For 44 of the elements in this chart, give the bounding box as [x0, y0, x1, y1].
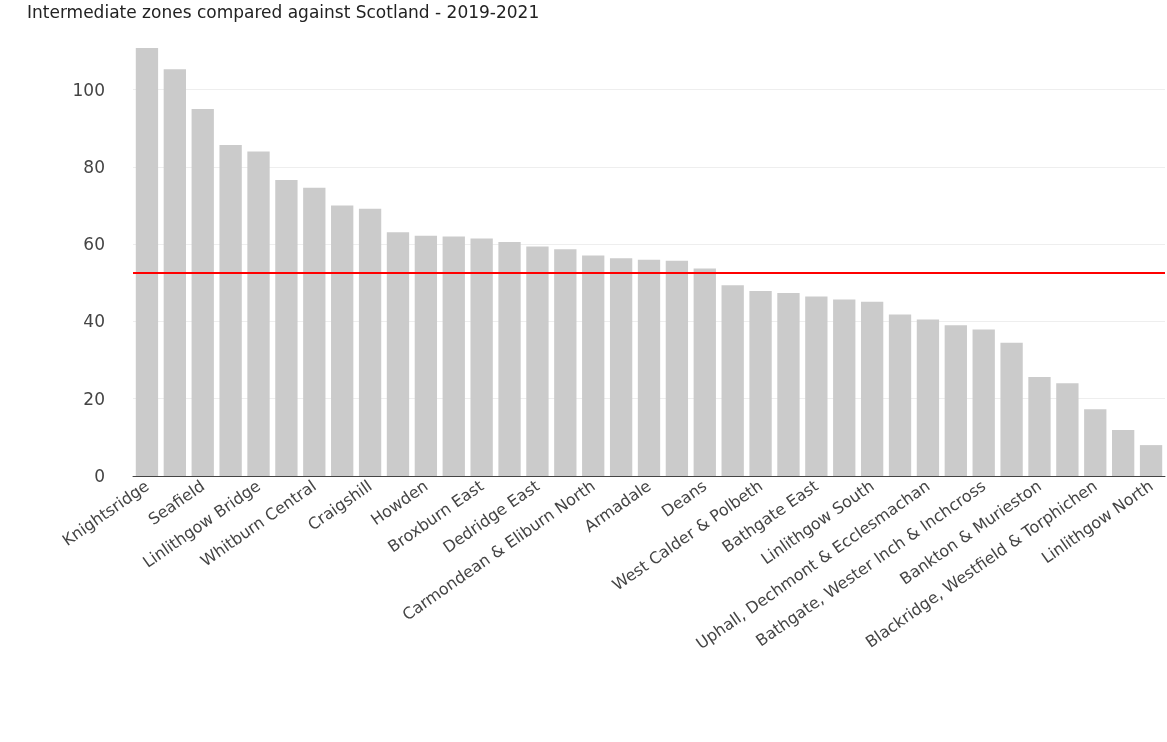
- bar: [1084, 409, 1107, 476]
- y-tick-label: 0: [94, 466, 105, 486]
- bar: [442, 236, 465, 476]
- bar: [1112, 430, 1135, 476]
- bar: [331, 205, 354, 476]
- bar: [275, 180, 298, 476]
- bar: [693, 268, 716, 476]
- y-tick-label: 100: [72, 79, 105, 100]
- bar: [498, 241, 521, 476]
- bar: [191, 109, 214, 476]
- bar: [721, 285, 744, 476]
- bar: [833, 299, 856, 476]
- bar: [414, 235, 438, 476]
- bar: [554, 249, 577, 476]
- bar: [1139, 445, 1163, 476]
- bar: [805, 296, 828, 476]
- bar: [665, 260, 689, 476]
- bar: [1056, 383, 1079, 476]
- bar: [749, 290, 772, 476]
- bar: [526, 246, 549, 476]
- bar: [916, 319, 940, 476]
- bar: [888, 314, 912, 476]
- bar: [219, 144, 242, 476]
- bar: [860, 301, 884, 476]
- y-tick-label: 20: [83, 388, 105, 409]
- bar: [470, 238, 493, 476]
- y-tick-label: 60: [83, 234, 105, 255]
- bar: [944, 325, 967, 476]
- bar: [163, 69, 186, 476]
- bar: [1000, 342, 1023, 476]
- bar: [386, 232, 410, 476]
- bar: [637, 259, 661, 476]
- y-tick-label: 40: [83, 311, 105, 332]
- bar: [972, 329, 995, 476]
- bar: [1028, 377, 1051, 476]
- bar: [358, 208, 382, 476]
- chart-title: Intermediate zones compared against Scotland - 2019-2021: [27, 1, 540, 22]
- y-tick-label: 80: [83, 156, 105, 177]
- bar: [303, 187, 326, 476]
- bar: [247, 151, 270, 476]
- bar: [135, 48, 159, 476]
- bar: [777, 292, 800, 476]
- bar: [582, 255, 605, 476]
- bar: [609, 258, 633, 476]
